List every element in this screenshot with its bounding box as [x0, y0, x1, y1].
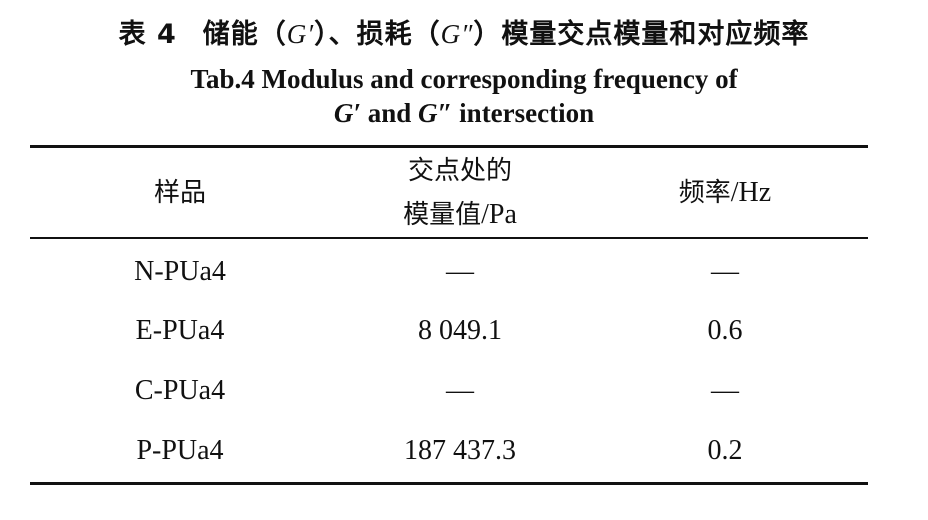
table-row-modulus: 187 437.3 — [404, 435, 516, 466]
caption-en-and: and — [360, 98, 418, 128]
table-row-sample: C-PUa4 — [134, 375, 226, 406]
caption-en-line-1: Tab.4 Modulus and corresponding frequenc… — [190, 64, 738, 94]
caption-en-loss-modulus-symbol: G″ — [418, 98, 453, 128]
header-frequency-cn: 频率 — [678, 178, 731, 208]
caption-cn-storage-modulus-symbol: G′ — [286, 19, 315, 49]
caption-cn-text-1: 储能（ — [202, 19, 287, 50]
header-frequency-unit: /Hz — [730, 177, 772, 208]
table-top-rule — [30, 145, 868, 148]
table-row-sample: N-PUa4 — [134, 256, 226, 287]
table-row-frequency: 0.2 — [707, 435, 743, 466]
header-modulus-cn: 模量值 — [403, 200, 482, 230]
caption-en-line-2: G′ and G″ intersection — [0, 96, 928, 130]
header-sample: 样品 — [153, 178, 206, 208]
header-modulus: 交点处的 模量值/Pa — [335, 154, 585, 232]
table-caption-english: Tab.4 Modulus and corresponding frequenc… — [0, 62, 928, 130]
table-row-modulus: 8 049.1 — [418, 315, 502, 346]
table-row-sample: P-PUa4 — [136, 435, 224, 466]
table-header-rule — [30, 237, 868, 239]
caption-en-storage-modulus-symbol: G′ — [333, 98, 361, 128]
caption-en-intersection: intersection — [452, 98, 595, 128]
header-frequency: 频率/Hz — [625, 176, 825, 210]
table-caption-chinese: 表 4 储能（G′）、损耗（G″）模量交点模量和对应频率 — [0, 14, 928, 55]
table-row-modulus: — — [446, 375, 474, 406]
table-number: 表 4 — [118, 19, 177, 50]
header-modulus-unit: /Pa — [481, 199, 517, 230]
table-row-frequency: — — [711, 256, 739, 287]
header-modulus-line-2: 模量值/Pa — [335, 198, 585, 232]
table-row-frequency: — — [711, 375, 739, 406]
header-modulus-line-1: 交点处的 — [407, 156, 512, 186]
table-row-sample: E-PUa4 — [135, 315, 225, 346]
caption-cn-text-2: ）、损耗（ — [314, 19, 441, 50]
table-row-modulus: — — [446, 256, 474, 287]
caption-cn-loss-modulus-symbol: G″ — [440, 19, 474, 49]
caption-cn-text-3: ）模量交点模量和对应频率 — [473, 19, 810, 50]
table-row-frequency: 0.6 — [707, 315, 743, 346]
table-bottom-rule — [30, 482, 868, 485]
